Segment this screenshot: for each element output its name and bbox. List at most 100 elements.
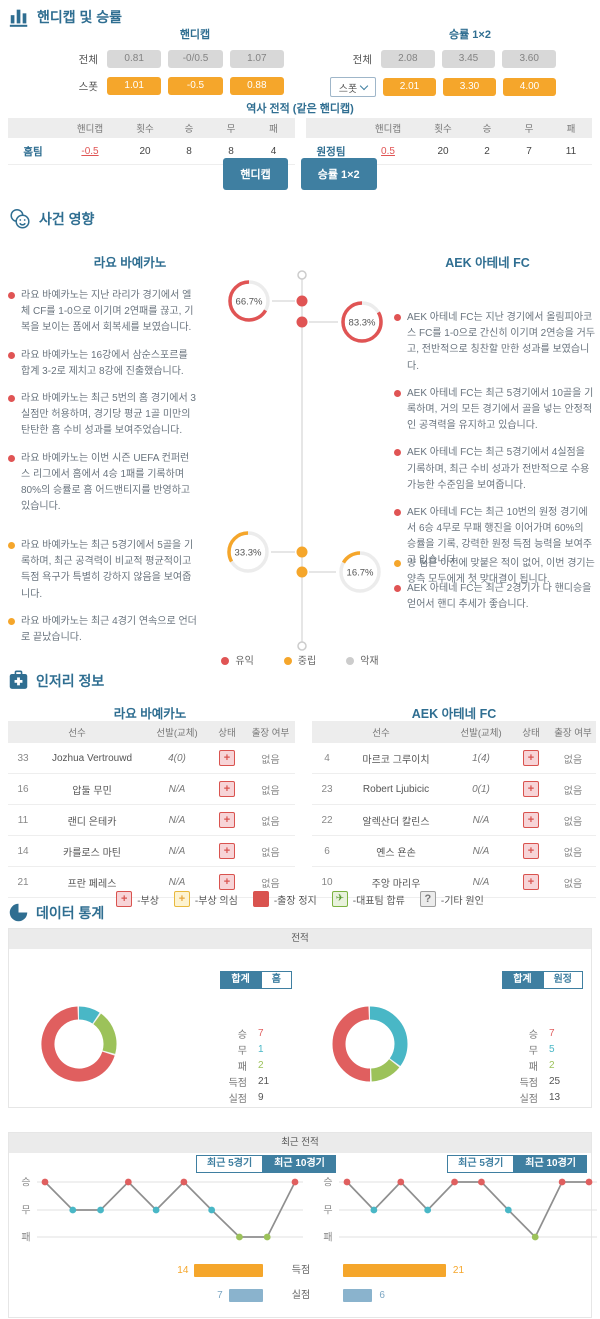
- player-name: 옌스 욘손: [376, 847, 416, 859]
- odds-value-pill[interactable]: 1.01: [107, 77, 162, 95]
- player-number: 11: [17, 814, 29, 826]
- history-cell: 4: [270, 145, 277, 157]
- stat-value: 1: [258, 1043, 264, 1055]
- history-header-row: 핸디캡 횟수 승 무 패: [8, 118, 295, 138]
- injury-legend-item: + -부상: [116, 891, 159, 907]
- odds-value-pill: 3.45: [441, 50, 496, 68]
- home-conceded-bar: [228, 1289, 263, 1302]
- away-good-events: AEK 아테네 FC는 지난 경기에서 올림피아코스 FC를 1-0으로 간신히…: [394, 310, 595, 624]
- bullet-dot-icon: [8, 617, 15, 625]
- toggle-option[interactable]: 최근 10경기: [263, 1155, 336, 1173]
- spot-dropdown[interactable]: 스폿: [330, 77, 376, 97]
- event-legend-item: 중립: [283, 652, 316, 667]
- odds-tab-button[interactable]: 핸디캡: [223, 158, 288, 190]
- toggle-option[interactable]: 합계: [502, 971, 543, 989]
- injury-table-home: 선수 선발(교체) 상태 출장 여부 33 Jozhua Vertrouwd 4(0) + 없음…: [8, 721, 295, 898]
- player-name: 주앙 마리우: [371, 878, 421, 890]
- stat-label: 무: [237, 1045, 247, 1057]
- odds-tab-button[interactable]: 승률 1×2: [300, 158, 377, 190]
- section-header: 핸디캡 및 승률: [8, 6, 122, 28]
- toggle-option[interactable]: 최근 5경기: [196, 1155, 264, 1173]
- svg-text:승: 승: [21, 1177, 30, 1189]
- injury-row: 33 Jozhua Vertrouwd 4(0) + 없음: [8, 743, 295, 774]
- odds-value-pill[interactable]: 2.01: [383, 78, 436, 96]
- odds-value-pill[interactable]: 0.88: [229, 77, 284, 95]
- injury-header-row: 선수 선발(교체) 상태 출장 여부: [8, 721, 295, 743]
- player-name: 프란 페레스: [67, 878, 117, 890]
- odds-value-pill: 0.81: [107, 50, 162, 68]
- handicap-odds-group: 핸디캡 전체 0.81 -0/0.5 1.07 스폿 1.01 -0.5 0.88: [56, 26, 284, 104]
- injury-header-cell: 선수: [68, 728, 86, 739]
- player-starts: 1(4): [472, 752, 490, 764]
- odds-value-pill[interactable]: 3.30: [443, 78, 496, 96]
- history-header-cell: 무: [524, 124, 534, 135]
- odds-value-pill[interactable]: -0.5: [168, 77, 223, 95]
- event-item: AEK 아테네 FC는 지난 경기에서 올림피아코스 FC를 1-0으로 간신히…: [394, 310, 595, 375]
- stat-label: 실점: [228, 1093, 247, 1105]
- section-title: 핸디캡 및 승률: [37, 9, 123, 25]
- section-title: 데이터 통계: [36, 904, 105, 921]
- history-handicap-link[interactable]: 0.5: [381, 145, 395, 157]
- player-appearance: 없음: [563, 754, 583, 766]
- stat-value: 25: [549, 1075, 561, 1087]
- record-panel-header: 전적: [9, 929, 591, 949]
- odds-value-pill: -0/0.5: [168, 50, 223, 68]
- injury-status-icon: +: [523, 874, 539, 890]
- stat-value: 7: [258, 1027, 264, 1039]
- record-away: 합계 원정 승 7 무 5 패 2 득점 25 실점 13: [300, 949, 591, 1107]
- player-appearance: 없음: [261, 878, 280, 890]
- odds-row-label: 스폿: [78, 80, 98, 93]
- bullet-dot-icon: [8, 542, 15, 549]
- event-legend-item: 유익: [221, 652, 254, 667]
- player-number: 16: [17, 783, 29, 795]
- home-goals-bar: [194, 1264, 263, 1277]
- legend-dot-icon: [221, 657, 230, 665]
- injury-row: 21 프란 페레스 N/A + 없음: [8, 867, 295, 898]
- bullet-dot-icon: [394, 560, 401, 567]
- away-goals-bar: [343, 1264, 446, 1277]
- injury-status-icon: +: [219, 843, 235, 859]
- svg-text:패: 패: [21, 1232, 30, 1244]
- injury-header-cell: 출장 여부: [251, 728, 290, 739]
- pie-chart-icon: [9, 903, 28, 922]
- event-item: 라요 바예카노는 지난 라리가 경기에서 엘체 CF를 1-0으로 이기며 2연…: [8, 288, 198, 337]
- player-appearance: 없음: [563, 785, 583, 797]
- injury-status-icon: +: [523, 843, 539, 859]
- injury-header-cell: 선발(교체): [460, 728, 502, 739]
- stat-label: 득점: [228, 1077, 247, 1089]
- toggle-option[interactable]: 최근 10경기: [514, 1155, 587, 1173]
- injury-row: 11 랜디 은테카 N/A + 없음: [8, 805, 295, 836]
- away-neutral-events: 양 팀은 이전에 맞붙은 적이 없어, 이번 경기는 양측 모두에게 첫 맞대결…: [394, 556, 595, 599]
- stat-row: 득점 25: [504, 1073, 575, 1089]
- record-stats-away: 승 7 무 5 패 2 득점 25 실점 13: [504, 1025, 575, 1105]
- recent-toggle-away: 최근 5경기 최근 10경기: [447, 1155, 587, 1173]
- national-icon: ✈: [331, 891, 348, 907]
- injury-row: 14 카를로스 마틴 N/A + 없음: [8, 836, 295, 867]
- odds-value-pill: 3.60: [502, 50, 557, 68]
- injury-status-icon: +: [219, 874, 235, 890]
- player-appearance: 없음: [261, 785, 280, 797]
- record-home: 합계 홈 승 7 무 1 패 2 득점 21 실점 9: [9, 949, 300, 1107]
- history-row: 원정팀 0.5 20 2 7 11: [306, 138, 592, 165]
- injury-section: 인저리 정보 라요 바예카노 AEK 아테네 FC 선수 선발(교체) 상태 출장 여…: [0, 665, 600, 907]
- injury-status-icon: +: [219, 781, 235, 797]
- doubt-icon: +: [173, 891, 190, 907]
- toggle-option[interactable]: 최근 5경기: [447, 1155, 515, 1173]
- faces-icon: [10, 208, 30, 229]
- history-handicap-link[interactable]: -0.5: [81, 145, 99, 157]
- odds-value-pill[interactable]: 4.00: [503, 78, 556, 96]
- record-toggle-away: 합계 원정: [502, 971, 583, 989]
- history-team-label: 홈팀: [23, 145, 43, 158]
- toggle-option[interactable]: 원정: [542, 971, 583, 989]
- history-table-home: 핸디캡 횟수 승 무 패 홈팀 -0.5 20 8 8 4: [8, 118, 295, 165]
- svg-text:무: 무: [323, 1206, 332, 1217]
- stat-label: 실점: [519, 1093, 538, 1105]
- toggle-option[interactable]: 합계: [220, 971, 261, 989]
- stat-label: 승: [237, 1029, 247, 1041]
- toggle-option[interactable]: 홈: [260, 971, 292, 989]
- event-item: 라요 바예카노는 최근 4경기 연속으로 언더로 끝났습니다.: [8, 614, 198, 646]
- player-appearance: 없음: [261, 847, 280, 859]
- player-number: 22: [321, 814, 333, 826]
- injury-header-cell: 상태: [522, 728, 540, 739]
